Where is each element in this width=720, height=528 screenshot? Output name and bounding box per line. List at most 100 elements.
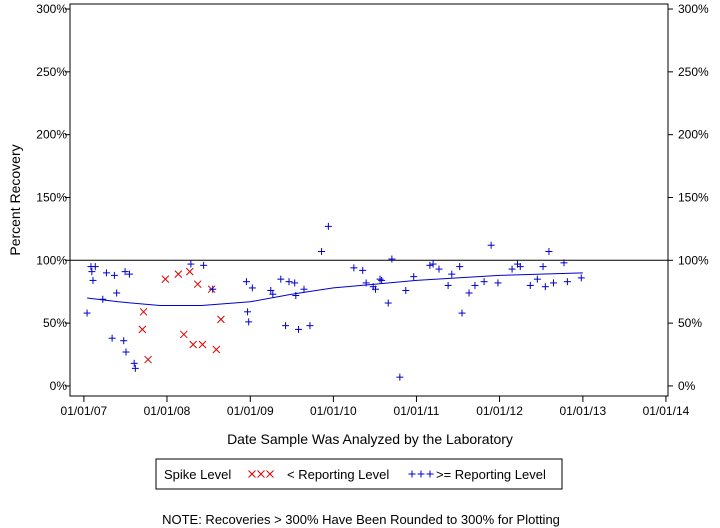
data-points (83, 222, 585, 381)
legend-plus-glyph (417, 470, 425, 478)
legend-x-glyph (266, 470, 274, 478)
data-point-above-reporting (292, 291, 300, 299)
y-tick-label-right: 250% (678, 65, 709, 79)
data-point-above-reporting (465, 289, 473, 297)
data-point-above-reporting (487, 241, 495, 249)
data-point-above-reporting (494, 279, 502, 287)
data-point-above-reporting (89, 276, 97, 284)
x-tick-label: 01/01/13 (560, 404, 607, 418)
data-point-above-reporting (285, 278, 293, 286)
data-point-above-reporting (306, 322, 314, 330)
data-point-above-reporting (362, 279, 370, 287)
data-point-above-reporting (456, 263, 464, 271)
data-point-above-reporting (187, 260, 195, 268)
data-point-below-reporting (198, 340, 207, 349)
data-point-above-reporting (563, 278, 571, 286)
y-axis-left: 0% 50% 100% 150% 200% 250% 300% (36, 2, 70, 393)
data-point-above-reporting (102, 269, 110, 277)
data-point-above-reporting (533, 275, 541, 283)
trend-line (87, 272, 583, 306)
data-point-above-reporting (388, 255, 396, 263)
data-point-above-reporting (324, 222, 332, 230)
legend-marker-above (408, 470, 434, 478)
data-point-above-reporting (376, 275, 384, 283)
data-point-below-reporting (179, 330, 188, 339)
y-tick-label-left: 150% (36, 190, 67, 204)
y-tick-label-left: 50% (43, 316, 67, 330)
data-point-below-reporting (174, 270, 183, 278)
data-point-above-reporting (113, 289, 121, 297)
data-point-below-reporting (189, 340, 198, 349)
data-point-above-reporting (267, 286, 275, 294)
data-point-above-reporting (545, 248, 553, 256)
data-point-above-reporting (91, 263, 99, 271)
x-tick-label: 01/01/09 (227, 404, 274, 418)
y-axis-title: Percent Recovery (7, 144, 23, 255)
data-point-above-reporting (539, 263, 547, 271)
legend-x-glyph (257, 470, 265, 478)
data-point-above-reporting (458, 309, 466, 317)
y-tick-label-right: 100% (678, 253, 709, 267)
data-point-above-reporting (549, 279, 557, 287)
data-point-above-reporting (541, 283, 549, 291)
y-tick-label-left: 250% (36, 65, 67, 79)
data-point-above-reporting (120, 337, 128, 345)
data-point-above-reporting (130, 359, 138, 367)
x-tick-label: 01/01/12 (476, 404, 523, 418)
y-tick-label-right: 200% (678, 128, 709, 142)
x-tick-label: 01/01/10 (310, 404, 357, 418)
data-point-above-reporting (99, 295, 107, 303)
data-point-above-reporting (384, 299, 392, 307)
data-point-above-reporting (350, 264, 358, 272)
y-tick-label-right: 0% (678, 379, 696, 393)
data-point-above-reporting (83, 309, 91, 317)
data-point-above-reporting (110, 271, 118, 279)
x-axis-title: Date Sample Was Analyzed by the Laborato… (227, 431, 513, 447)
y-tick-label-left: 0% (50, 379, 68, 393)
data-point-above-reporting (577, 274, 585, 282)
legend-title: Spike Level (164, 467, 231, 482)
legend-box (155, 458, 563, 490)
data-point-above-reporting (244, 308, 252, 316)
x-tick-label: 01/01/11 (394, 404, 440, 418)
x-tick-label: 01/01/07 (61, 404, 108, 418)
data-point-above-reporting (371, 285, 379, 293)
y-axis-right: 0% 50% 100% 150% 200% 250% 300% (668, 2, 709, 393)
y-tick-label-right: 50% (678, 316, 702, 330)
note-text: NOTE: Recoveries > 300% Have Been Rounde… (162, 512, 560, 527)
legend-plus-glyph (426, 470, 434, 478)
y-tick-label-left: 300% (36, 2, 67, 16)
data-point-above-reporting (108, 334, 116, 342)
data-point-above-reporting (200, 261, 208, 269)
data-point-below-reporting (217, 315, 225, 324)
legend-label-above: >= Reporting Level (436, 467, 546, 482)
data-point-above-reporting (410, 273, 418, 281)
data-point-below-reporting (138, 325, 147, 334)
data-point-above-reporting (444, 281, 452, 289)
data-point-below-reporting (144, 355, 152, 364)
data-point-above-reporting (248, 284, 256, 292)
data-point-above-reporting (295, 325, 303, 333)
y-tick-label-right: 300% (678, 2, 709, 16)
x-tick-label: 01/01/08 (144, 404, 191, 418)
data-point-above-reporting (282, 322, 290, 330)
data-point-above-reporting (526, 281, 534, 289)
data-point-above-reporting (318, 248, 326, 256)
y-tick-label-left: 200% (36, 128, 67, 142)
legend-x-glyph (248, 470, 256, 478)
data-point-above-reporting (131, 364, 139, 372)
data-point-above-reporting (435, 265, 443, 273)
data-point-above-reporting (378, 276, 386, 284)
data-point-above-reporting (277, 275, 285, 283)
data-point-above-reporting (209, 285, 217, 293)
legend-marker-below (248, 470, 274, 478)
data-point-above-reporting (448, 270, 456, 278)
data-point-above-reporting (121, 268, 129, 276)
data-point-below-reporting (161, 275, 170, 284)
data-point-above-reporting (242, 278, 250, 286)
x-axis: 01/01/07 01/01/08 01/01/09 01/01/10 01/01/11… (61, 396, 690, 418)
data-point-above-reporting (402, 286, 410, 294)
x-tick-label: 01/01/14 (643, 404, 690, 418)
data-point-above-reporting (508, 265, 516, 273)
data-point-above-reporting (300, 285, 308, 293)
